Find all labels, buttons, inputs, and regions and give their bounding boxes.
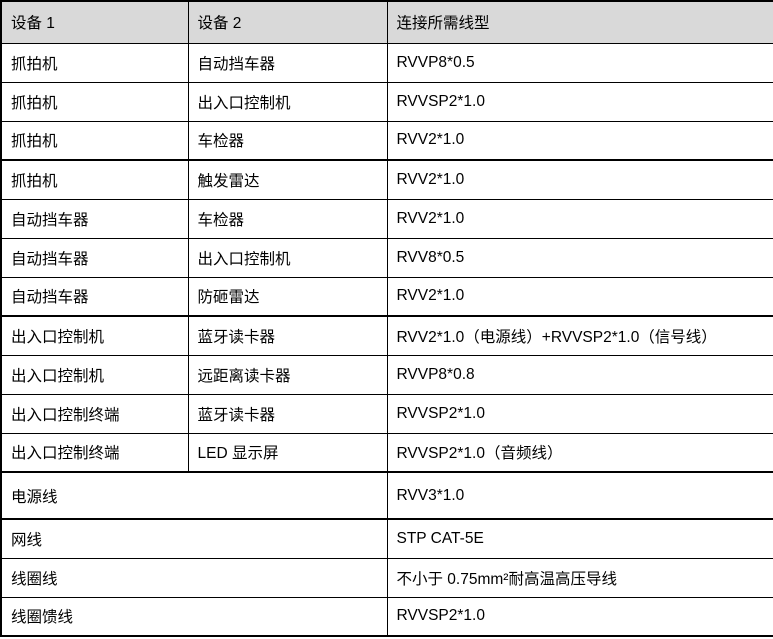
cell-cable-type: RVVP8*0.8 xyxy=(386,354,773,395)
table-row: 出入口控制机 远距离读卡器 RVVP8*0.8 xyxy=(0,354,773,395)
table-row: 电源线 RVV3*1.0 xyxy=(0,471,773,520)
table-row: 网线 STP CAT-5E xyxy=(0,518,773,559)
table-row: 出入口控制终端 LED 显示屏 RVVSP2*1.0（音频线） xyxy=(0,432,773,473)
cell-cable-type: RVV2*1.0 xyxy=(386,159,773,200)
cell-device2: 触发雷达 xyxy=(187,159,388,200)
cell-cable-type: RVV2*1.0 xyxy=(386,276,773,317)
table-row: 线圈线 不小于 0.75mm²耐高温高压导线 xyxy=(0,557,773,598)
cell-device2: 蓝牙读卡器 xyxy=(187,393,388,434)
cell-device2: LED 显示屏 xyxy=(187,432,388,473)
cell-device2: 自动挡车器 xyxy=(187,42,388,83)
cell-device1: 出入口控制机 xyxy=(0,354,189,395)
cell-device1-merged: 线圈馈线 xyxy=(0,596,388,637)
cell-device2: 车检器 xyxy=(187,120,388,161)
cell-cable-type: RVV8*0.5 xyxy=(386,237,773,278)
table-row: 抓拍机 自动挡车器 RVVP8*0.5 xyxy=(0,42,773,83)
cell-cable-type: RVV2*1.0（电源线）+RVVSP2*1.0（信号线） xyxy=(386,315,773,356)
cell-cable-type: STP CAT-5E xyxy=(386,518,773,559)
table-row: 抓拍机 出入口控制机 RVVSP2*1.0 xyxy=(0,81,773,122)
cell-cable-type: RVVSP2*1.0 xyxy=(386,596,773,637)
table-row: 自动挡车器 车检器 RVV2*1.0 xyxy=(0,198,773,239)
table-row: 抓拍机 车检器 RVV2*1.0 xyxy=(0,120,773,161)
cell-cable-type: RVV3*1.0 xyxy=(386,471,773,520)
column-header-device1: 设备 1 xyxy=(0,0,189,44)
cell-cable-type: RVVP8*0.5 xyxy=(386,42,773,83)
cell-device2: 远距离读卡器 xyxy=(187,354,388,395)
cell-device1: 抓拍机 xyxy=(0,120,189,161)
column-header-device2: 设备 2 xyxy=(187,0,388,44)
cell-device1: 出入口控制终端 xyxy=(0,393,189,434)
table-row: 出入口控制机 蓝牙读卡器 RVV2*1.0（电源线）+RVVSP2*1.0（信号… xyxy=(0,315,773,356)
cell-cable-type: RVV2*1.0 xyxy=(386,198,773,239)
table-row: 抓拍机 触发雷达 RVV2*1.0 xyxy=(0,159,773,200)
cell-device1-merged: 线圈线 xyxy=(0,557,388,598)
table-header: 设备 1 设备 2 连接所需线型 xyxy=(0,0,773,44)
table-row: 线圈馈线 RVVSP2*1.0 xyxy=(0,596,773,637)
cell-device2: 防砸雷达 xyxy=(187,276,388,317)
table-row: 自动挡车器 出入口控制机 RVV8*0.5 xyxy=(0,237,773,278)
cell-device2: 出入口控制机 xyxy=(187,237,388,278)
cell-device1: 抓拍机 xyxy=(0,42,189,83)
cell-device1: 出入口控制终端 xyxy=(0,432,189,473)
cell-device1: 出入口控制机 xyxy=(0,315,189,356)
column-header-cable-type: 连接所需线型 xyxy=(386,0,773,44)
table-row: 出入口控制终端 蓝牙读卡器 RVVSP2*1.0 xyxy=(0,393,773,434)
cell-device1: 自动挡车器 xyxy=(0,198,189,239)
cell-cable-type: 不小于 0.75mm²耐高温高压导线 xyxy=(386,557,773,598)
cell-device1-merged: 电源线 xyxy=(0,471,388,520)
cell-device1: 抓拍机 xyxy=(0,81,189,122)
cell-cable-type: RVVSP2*1.0（音频线） xyxy=(386,432,773,473)
cell-device2: 出入口控制机 xyxy=(187,81,388,122)
cell-device2: 车检器 xyxy=(187,198,388,239)
cell-cable-type: RVVSP2*1.0 xyxy=(386,393,773,434)
cell-cable-type: RVVSP2*1.0 xyxy=(386,81,773,122)
table-row: 自动挡车器 防砸雷达 RVV2*1.0 xyxy=(0,276,773,317)
cell-device1: 抓拍机 xyxy=(0,159,189,200)
header-row: 设备 1 设备 2 连接所需线型 xyxy=(0,0,773,44)
cell-device1: 自动挡车器 xyxy=(0,276,189,317)
cell-cable-type: RVV2*1.0 xyxy=(386,120,773,161)
table-body: 抓拍机 自动挡车器 RVVP8*0.5 抓拍机 出入口控制机 RVVSP2*1.… xyxy=(0,42,773,637)
cell-device2: 蓝牙读卡器 xyxy=(187,315,388,356)
cell-device1: 自动挡车器 xyxy=(0,237,189,278)
cell-device1-merged: 网线 xyxy=(0,518,388,559)
